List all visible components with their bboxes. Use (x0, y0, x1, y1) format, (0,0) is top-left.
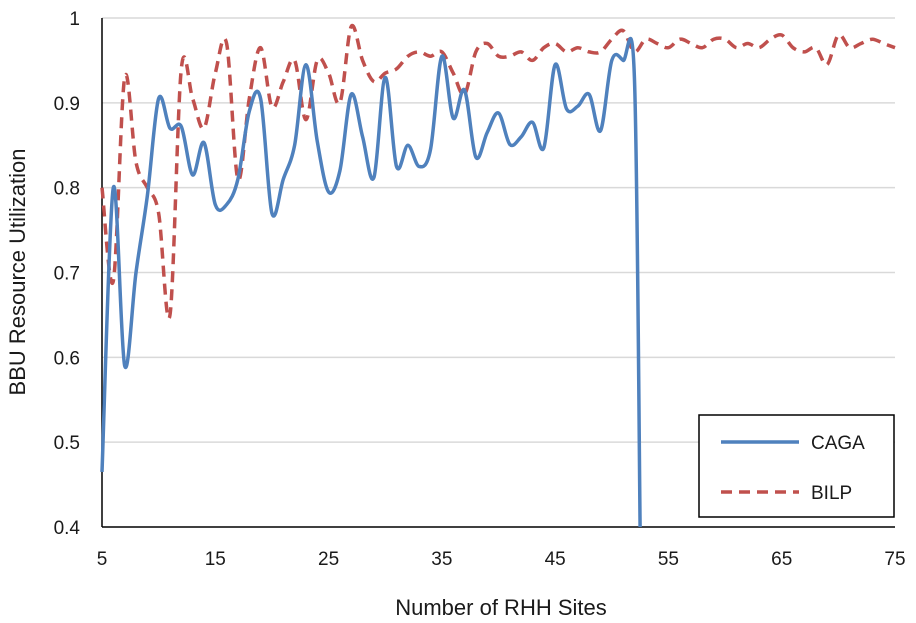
x-axis-title: Number of RHH Sites (395, 595, 607, 620)
x-tick-label: 45 (545, 549, 566, 570)
y-tick-labels: 0.4 0.5 0.6 0.7 0.8 0.9 1 (54, 9, 81, 539)
x-tick-label: 55 (658, 549, 679, 570)
series-lines (100, 23, 896, 528)
x-tick-label: 5 (97, 549, 108, 570)
x-tick-label: 25 (318, 549, 339, 570)
y-tick-label: 0.7 (54, 264, 80, 285)
legend-label-caga: CAGA (811, 433, 865, 454)
y-tick-label: 0.6 (54, 348, 80, 369)
y-tick-label: 0.9 (54, 94, 80, 115)
gridlines (102, 17, 895, 443)
y-axis-title: BBU Resource Utilization (5, 149, 30, 396)
series-line-caga (100, 36, 642, 528)
x-tick-label: 65 (771, 549, 792, 570)
x-tick-label: 35 (431, 549, 452, 570)
x-tick-label: 75 (884, 549, 905, 570)
legend-label-bilp: BILP (811, 483, 852, 504)
legend-box (698, 414, 895, 518)
y-tick-label: 0.8 (54, 179, 80, 200)
y-tick-label: 0.4 (54, 518, 81, 539)
y-tick-label: 1 (69, 9, 80, 30)
y-tick-label: 0.5 (54, 433, 80, 454)
x-tick-labels: 5 15 25 35 45 55 65 75 (97, 549, 906, 570)
x-tick-label: 15 (205, 549, 226, 570)
series-line-bilp (100, 23, 896, 321)
legend: CAGA BILP (698, 414, 895, 518)
